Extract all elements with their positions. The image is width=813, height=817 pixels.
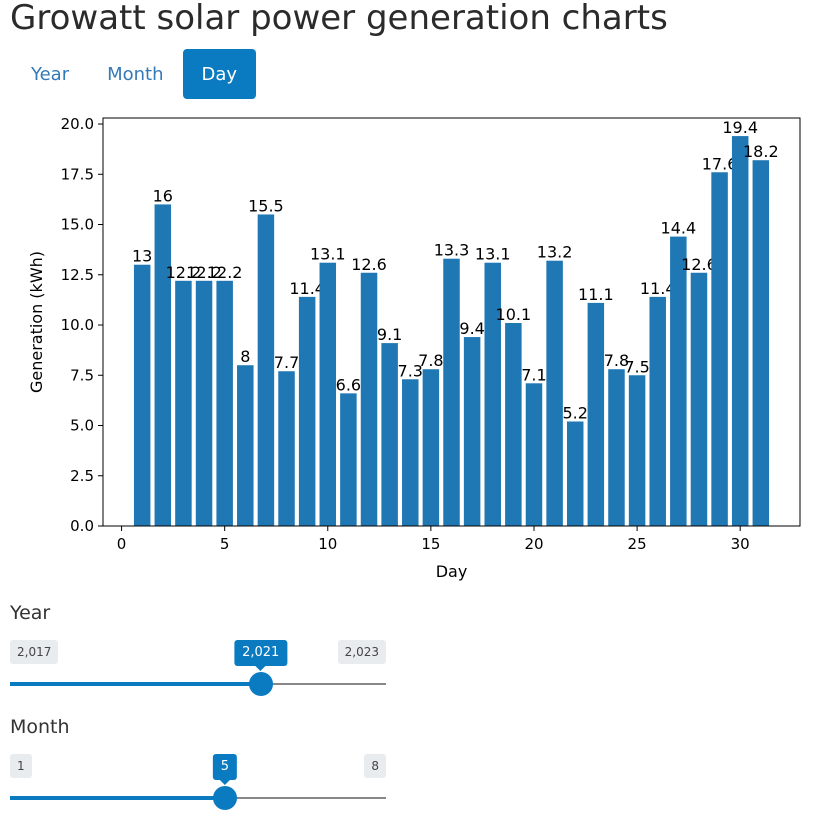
bar-data-label: 11.1: [578, 285, 614, 304]
y-tick-label: 10.0: [61, 316, 94, 334]
bar-data-label: 9.1: [377, 325, 402, 344]
x-tick-label: 25: [628, 535, 647, 553]
bar-data-label: 7.7: [274, 353, 299, 372]
chart-bar: [319, 262, 337, 526]
bar-data-label: 12.2: [186, 263, 222, 282]
chart-bar: [422, 369, 440, 526]
bar-data-label: 16: [153, 186, 173, 205]
chart-bar: [628, 375, 646, 526]
bar-data-label: 12.6: [681, 255, 717, 274]
tab-year[interactable]: Year: [31, 63, 70, 85]
y-axis-label: Generation (kWh): [27, 251, 46, 393]
chart-bar: [752, 160, 770, 526]
chart-bar: [566, 421, 584, 526]
chart-bar: [237, 365, 254, 526]
chart-bar: [154, 204, 172, 526]
x-tick-label: 0: [117, 535, 127, 553]
month-slider-max: 8: [364, 754, 386, 778]
bar-data-label: 8: [240, 347, 250, 366]
bar-data-label: 19.4: [722, 118, 758, 137]
y-tick-label: 7.5: [70, 366, 94, 384]
bar-data-label: 12.2: [166, 263, 202, 282]
bar-data-label: 13.1: [310, 245, 346, 264]
bar-data-label: 7.8: [604, 351, 629, 370]
chart-bar: [546, 260, 563, 526]
bar-data-label: 7.1: [521, 365, 546, 384]
x-tick-label: 30: [731, 535, 750, 553]
bar-data-label: 12.2: [207, 263, 243, 282]
bar-data-label: 5.2: [563, 403, 588, 422]
year-slider-handle[interactable]: [248, 672, 273, 696]
bar-data-label: 7.5: [624, 357, 649, 376]
period-tabs: Year Month Day: [12, 49, 257, 99]
x-tick-label: 5: [220, 535, 230, 553]
tab-month[interactable]: Month: [107, 63, 164, 85]
chart-bar: [340, 393, 357, 526]
chart-bar: [402, 379, 419, 526]
x-axis-label: Day: [436, 562, 468, 581]
page-title: Growatt solar power generation charts: [10, 0, 668, 38]
year-slider-min: 2,017: [10, 640, 59, 664]
y-tick-label: 5.0: [70, 417, 94, 435]
y-tick-label: 15.0: [61, 216, 94, 234]
chart-bar: [711, 172, 728, 527]
chart-bar: [216, 280, 233, 526]
bar-data-label: 13.3: [434, 241, 470, 260]
bar-data-label: 14.4: [661, 219, 697, 238]
x-tick-label: 20: [524, 535, 543, 553]
bar-data-label: 18.2: [743, 142, 779, 161]
chart-bar: [298, 296, 316, 526]
chart-bar: [608, 369, 625, 526]
chart-bar: [484, 262, 501, 526]
tab-day[interactable]: Day: [182, 49, 257, 99]
y-tick-label: 2.5: [70, 467, 94, 485]
y-tick-label: 0.0: [70, 517, 94, 535]
chart-bar: [175, 280, 192, 526]
chart-bar: [649, 296, 666, 526]
month-slider-label: Month: [10, 716, 70, 738]
x-tick-label: 15: [421, 535, 440, 553]
chart-bar: [257, 214, 275, 526]
bar-data-label: 7.8: [418, 351, 443, 370]
y-tick-label: 20.0: [61, 115, 94, 133]
bar-data-label: 11.4: [289, 279, 325, 298]
plot-frame: [102, 117, 801, 527]
month-slider-value: 5: [212, 754, 237, 785]
chart-bar: [195, 280, 213, 526]
bar-data-label: 13.2: [537, 243, 573, 262]
bar-data-label: 11.4: [640, 279, 676, 298]
year-slider-max: 2,023: [337, 640, 386, 664]
month-slider-min: 1: [10, 754, 32, 778]
chart-bar: [525, 383, 543, 526]
month-slider-fill: [10, 796, 225, 800]
chart-bar: [381, 343, 398, 526]
bar-data-label: 10.1: [496, 305, 532, 324]
chart-bar: [690, 272, 708, 526]
bar-data-label: 7.3: [398, 361, 423, 380]
chart-bar: [360, 272, 378, 526]
generation-bar-chart: 131612.212.212.2815.57.711.413.16.612.69…: [27, 115, 801, 581]
chart-bar: [587, 302, 605, 526]
year-slider-fill: [10, 682, 261, 686]
y-tick-label: 12.5: [61, 266, 94, 284]
chart-bar: [443, 258, 460, 526]
chart-bar: [133, 264, 151, 526]
bar-data-label: 17.6: [702, 154, 738, 173]
year-slider-value: 2,021: [234, 640, 288, 671]
chart-bar: [278, 371, 295, 526]
chart-bar: [670, 236, 687, 526]
bar-data-label: 9.4: [459, 319, 484, 338]
month-slider-handle[interactable]: [212, 786, 237, 810]
bar-data-label: 13: [132, 247, 152, 266]
chart-bar: [505, 323, 522, 526]
x-tick-label: 10: [318, 535, 337, 553]
y-tick-label: 17.5: [61, 165, 94, 183]
bar-data-label: 12.6: [351, 255, 387, 274]
year-slider-label: Year: [10, 602, 51, 624]
chart-bar: [463, 337, 481, 526]
bar-data-label: 15.5: [248, 196, 284, 215]
bar-data-label: 6.6: [336, 375, 361, 394]
bar-data-label: 13.1: [475, 245, 511, 264]
chart-bar: [731, 136, 749, 526]
